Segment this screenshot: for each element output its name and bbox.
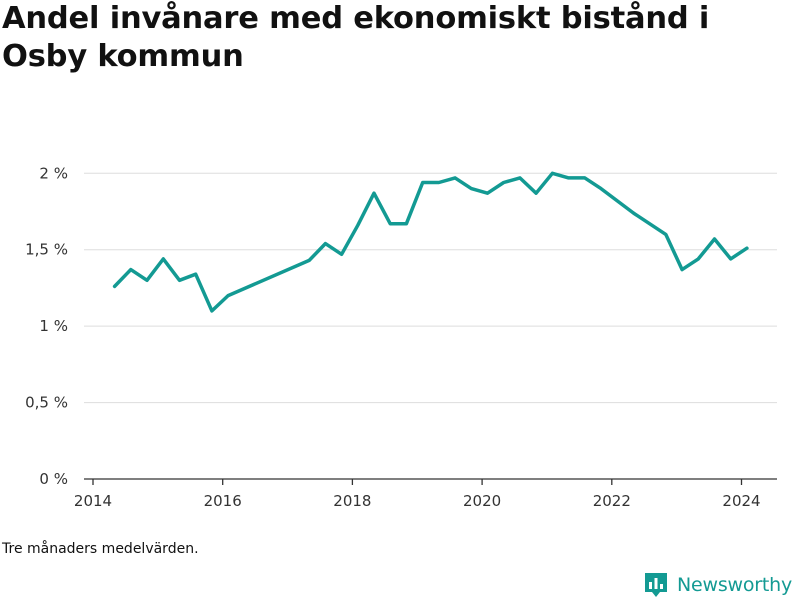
- grid-lines: [84, 172, 777, 404]
- x-tick-label: 2024: [722, 492, 760, 510]
- chart-title: Andel invånare med ekonomiskt bistånd i …: [2, 1, 710, 74]
- x-tick-label: 2020: [463, 492, 501, 510]
- x-tick-label: 2018: [333, 492, 371, 510]
- y-tick-label: 1,5 %: [25, 241, 68, 259]
- y-tick-label: 0,5 %: [25, 394, 68, 412]
- newsworthy-logo-icon: [645, 573, 667, 597]
- y-axis: 0 % 0,5 % 1 % 1,5 % 2 %: [25, 164, 68, 488]
- newsworthy-brand[interactable]: Newsworthy: [644, 569, 792, 601]
- x-tick-label: 2022: [593, 492, 631, 510]
- brand-name: Newsworthy: [677, 574, 793, 596]
- y-tick-label: 2 %: [39, 164, 68, 182]
- x-axis: 2014 2016 2018 2020 2022 2024: [74, 479, 761, 510]
- y-tick-label: 0 %: [39, 470, 68, 488]
- x-tick-label: 2016: [204, 492, 242, 510]
- x-tick-label: 2014: [74, 492, 112, 510]
- series-line: [112, 171, 749, 313]
- footnote: Tre månaders medelvärden.: [2, 541, 199, 557]
- y-tick-label: 1 %: [39, 317, 68, 335]
